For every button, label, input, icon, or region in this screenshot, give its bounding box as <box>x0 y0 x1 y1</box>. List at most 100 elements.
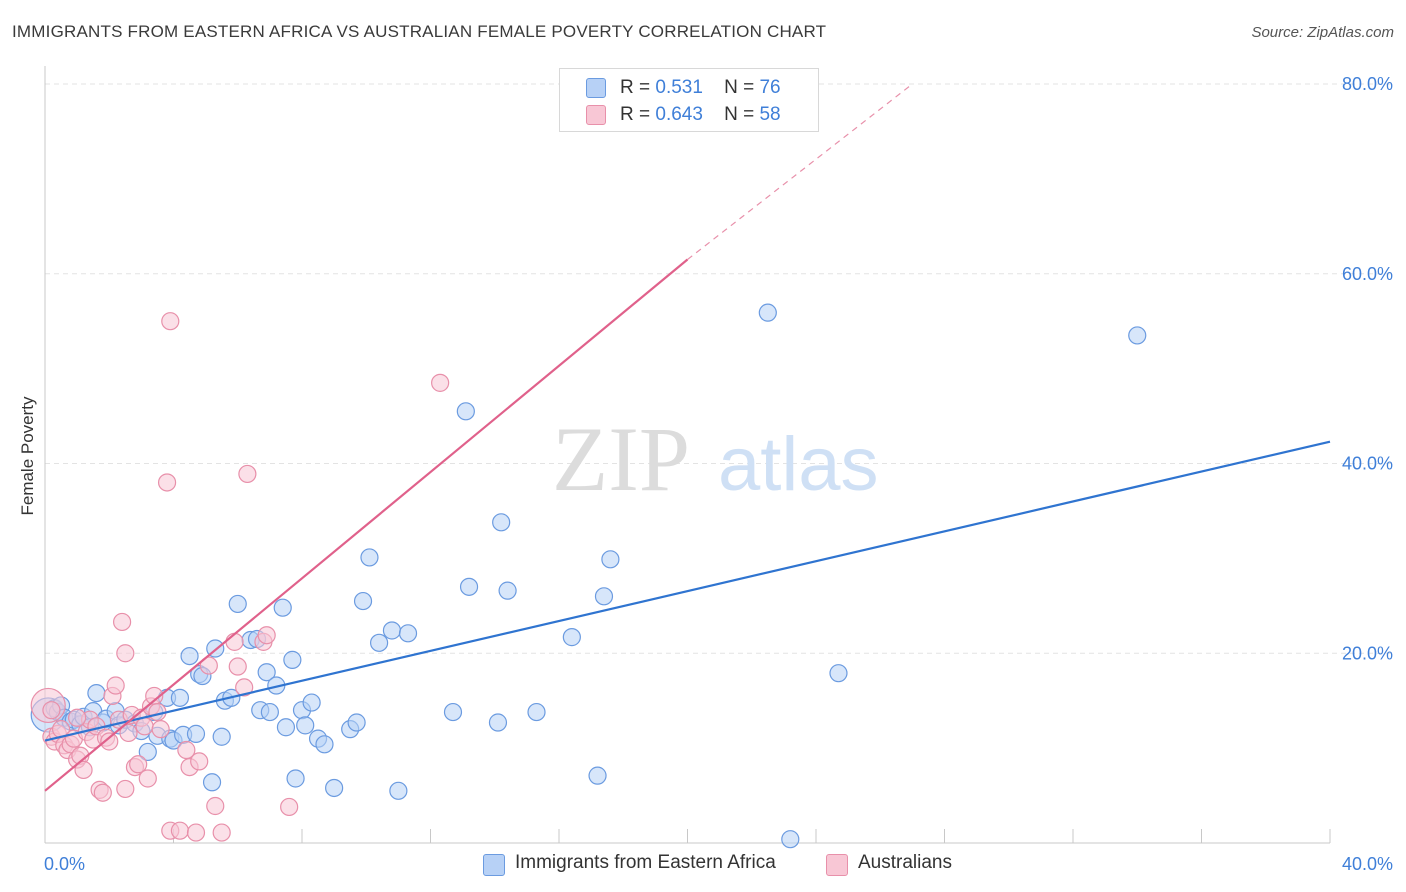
legend-r-value: 0.643 <box>655 104 703 125</box>
point-eastern-africa <box>273 598 292 617</box>
legend-n-value: 76 <box>759 77 781 98</box>
point-australians <box>161 312 180 331</box>
legend-r-value: 0.531 <box>655 77 703 98</box>
legend-n-value: 58 <box>759 104 781 125</box>
point-australians <box>190 752 209 771</box>
point-eastern-africa <box>492 513 511 532</box>
point-eastern-africa <box>325 778 344 798</box>
point-eastern-africa <box>286 769 305 788</box>
point-australians <box>257 626 276 645</box>
point-australians <box>138 769 157 788</box>
gridlines <box>45 83 1393 654</box>
point-australians <box>116 779 135 799</box>
point-australians <box>100 732 119 751</box>
point-eastern-africa <box>353 591 373 611</box>
bottom-legend-label: Immigrants from Eastern Africa <box>515 852 776 873</box>
point-eastern-africa <box>347 713 366 732</box>
point-australians <box>431 373 450 392</box>
y-tick-label: 40.0% <box>1342 454 1393 474</box>
point-eastern-africa <box>212 727 231 746</box>
point-australians <box>199 656 218 675</box>
trend-line-australians-extension <box>687 83 913 260</box>
point-eastern-africa <box>257 663 276 682</box>
point-eastern-africa <box>498 581 517 600</box>
correlation-legend: R = 0.531 N = 76 R = 0.643 N = 58 <box>559 68 819 132</box>
point-eastern-africa <box>360 548 379 567</box>
y-tick-label: 20.0% <box>1342 643 1393 663</box>
point-australians <box>157 473 177 492</box>
point-eastern-africa <box>398 624 418 643</box>
point-eastern-africa <box>456 402 475 421</box>
legend-r-label: R = <box>620 77 651 98</box>
point-australians <box>225 632 244 651</box>
trend-line-eastern-africa <box>44 440 1331 742</box>
point-eastern-africa <box>202 773 222 792</box>
x-tick-label: 0.0% <box>44 854 85 874</box>
source-credit: Source: ZipAtlas.com <box>1251 24 1394 41</box>
legend-r-label: R = <box>620 104 651 125</box>
legend-swatch-blue <box>586 78 606 98</box>
x-tick-label: 40.0% <box>1342 854 1393 874</box>
chart-title: IMMIGRANTS FROM EASTERN AFRICA VS AUSTRA… <box>12 22 827 41</box>
point-eastern-africa <box>138 742 157 762</box>
point-australians <box>186 823 206 842</box>
point-eastern-africa <box>527 702 546 722</box>
point-australians <box>93 783 112 802</box>
point-australians <box>235 678 254 697</box>
point-eastern-africa <box>594 587 614 606</box>
point-australians <box>228 657 247 676</box>
point-eastern-africa <box>758 303 777 322</box>
point-eastern-africa <box>781 830 800 849</box>
point-australians <box>68 708 87 727</box>
point-eastern-africa <box>260 702 279 722</box>
point-australians <box>119 723 138 743</box>
point-eastern-africa <box>370 633 389 652</box>
y-tick-label: 80.0% <box>1342 74 1393 94</box>
point-eastern-africa <box>228 594 247 614</box>
point-eastern-africa <box>459 577 479 596</box>
point-australians <box>206 796 225 816</box>
point-eastern-africa <box>186 724 206 743</box>
point-eastern-africa <box>302 693 321 712</box>
point-eastern-africa <box>562 628 581 647</box>
point-eastern-africa <box>829 664 848 683</box>
legend-n-label: N = <box>724 104 755 125</box>
point-eastern-africa <box>382 621 402 640</box>
point-eastern-africa <box>389 781 408 800</box>
point-australians <box>177 740 196 760</box>
watermark-atlas: atlas <box>718 422 879 507</box>
data-points <box>30 303 1147 849</box>
point-australians <box>135 717 154 736</box>
point-eastern-africa <box>276 718 296 737</box>
point-eastern-africa <box>180 646 199 666</box>
trend-lines <box>44 83 1331 792</box>
watermark-zip: ZIP <box>552 408 690 510</box>
bottom-legend-swatch-blue <box>483 854 505 876</box>
point-eastern-africa <box>296 716 315 735</box>
legend-swatch-pink <box>586 105 606 125</box>
point-eastern-africa <box>87 683 106 703</box>
point-australians <box>42 701 61 720</box>
point-eastern-africa <box>315 735 334 754</box>
bottom-legend-label: Australians <box>858 852 952 873</box>
point-australians <box>116 644 135 663</box>
legend-n-label: N = <box>724 77 755 98</box>
point-eastern-africa <box>488 713 508 732</box>
point-australians <box>129 755 148 774</box>
point-eastern-africa <box>170 688 190 707</box>
point-australians <box>280 797 299 817</box>
point-australians <box>151 720 170 739</box>
tick-labels: 20.0% 40.0% 60.0% 80.0% 0.0% 40.0% <box>44 74 1393 874</box>
point-australians <box>74 760 93 780</box>
point-australians <box>112 612 132 632</box>
point-eastern-africa <box>1128 326 1147 345</box>
point-australians <box>238 464 257 484</box>
point-australians <box>106 676 125 695</box>
point-eastern-africa <box>283 650 302 669</box>
point-australians <box>170 821 190 840</box>
point-eastern-africa <box>601 550 620 569</box>
y-tick-label: 60.0% <box>1342 264 1393 284</box>
point-eastern-africa <box>588 766 607 785</box>
trend-line-australians <box>44 258 689 792</box>
